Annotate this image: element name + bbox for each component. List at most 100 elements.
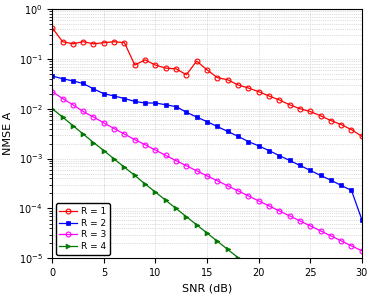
R = 4 — [70, 124, 75, 127]
R = 1 — [70, 42, 75, 45]
R = 2 — [277, 154, 282, 157]
R = 1 — [339, 123, 344, 127]
R = 2 — [329, 178, 333, 182]
R = 3 — [163, 154, 168, 157]
R = 4 — [246, 264, 251, 268]
R = 1 — [360, 135, 364, 138]
R = 2 — [50, 74, 54, 78]
R = 3 — [122, 132, 127, 136]
R = 2 — [60, 77, 65, 80]
R = 2 — [349, 189, 354, 192]
R = 2 — [267, 149, 271, 152]
R = 3 — [267, 204, 271, 208]
R = 3 — [70, 103, 75, 107]
Y-axis label: NMSE A: NMSE A — [3, 112, 13, 155]
R = 4 — [277, 288, 282, 292]
R = 1 — [225, 78, 230, 82]
R = 3 — [298, 219, 302, 223]
R = 2 — [184, 110, 189, 114]
R = 1 — [184, 73, 189, 77]
R = 2 — [153, 101, 158, 105]
R = 4 — [143, 182, 147, 186]
R = 1 — [101, 41, 106, 45]
R = 2 — [287, 159, 292, 162]
R = 1 — [287, 103, 292, 107]
R = 1 — [50, 26, 54, 29]
R = 3 — [225, 184, 230, 188]
R = 3 — [184, 164, 189, 168]
R = 2 — [143, 101, 147, 105]
R = 3 — [132, 138, 137, 141]
R = 3 — [112, 127, 116, 130]
R = 1 — [256, 90, 261, 93]
R = 2 — [215, 125, 220, 128]
R = 2 — [256, 144, 261, 148]
R = 4 — [174, 207, 178, 210]
R = 4 — [132, 174, 137, 177]
R = 3 — [174, 159, 178, 162]
R = 4 — [184, 215, 189, 219]
R = 4 — [194, 223, 199, 227]
R = 3 — [360, 249, 364, 252]
R = 1 — [143, 58, 147, 62]
R = 4 — [101, 149, 106, 152]
R = 2 — [122, 97, 127, 100]
R = 4 — [256, 272, 261, 276]
R = 3 — [256, 199, 261, 203]
R = 3 — [143, 143, 147, 146]
R = 1 — [112, 40, 116, 43]
R = 2 — [236, 135, 240, 138]
R = 1 — [349, 128, 354, 132]
R = 2 — [360, 218, 364, 221]
R = 4 — [50, 107, 54, 110]
Line: R = 1: R = 1 — [50, 25, 364, 139]
R = 3 — [308, 224, 313, 228]
Line: R = 4: R = 4 — [50, 106, 364, 297]
R = 2 — [81, 82, 85, 85]
R = 3 — [246, 194, 251, 198]
R = 3 — [91, 115, 96, 119]
R = 1 — [163, 66, 168, 70]
R = 4 — [81, 132, 85, 136]
Legend: R = 1, R = 2, R = 3, R = 4: R = 1, R = 2, R = 3, R = 4 — [56, 203, 110, 255]
R = 3 — [287, 214, 292, 218]
R = 2 — [70, 79, 75, 83]
R = 2 — [112, 94, 116, 98]
R = 3 — [101, 121, 106, 125]
R = 1 — [132, 63, 137, 67]
R = 2 — [91, 87, 96, 91]
R = 1 — [60, 40, 65, 43]
R = 3 — [277, 209, 282, 213]
R = 3 — [50, 90, 54, 93]
Line: R = 3: R = 3 — [50, 89, 364, 253]
R = 3 — [349, 244, 354, 248]
R = 1 — [236, 83, 240, 87]
R = 1 — [246, 86, 251, 90]
R = 1 — [318, 114, 323, 118]
R = 1 — [91, 42, 96, 45]
R = 4 — [163, 198, 168, 202]
R = 1 — [81, 40, 85, 43]
R = 3 — [329, 234, 333, 238]
R = 2 — [246, 140, 251, 143]
R = 3 — [81, 110, 85, 113]
Line: R = 2: R = 2 — [50, 74, 364, 222]
R = 1 — [215, 76, 220, 79]
R = 4 — [153, 190, 158, 194]
R = 4 — [60, 115, 65, 119]
R = 3 — [60, 97, 65, 100]
R = 1 — [308, 110, 313, 113]
X-axis label: SNR (dB): SNR (dB) — [182, 284, 232, 294]
R = 1 — [194, 59, 199, 63]
R = 2 — [163, 103, 168, 107]
R = 2 — [194, 115, 199, 119]
R = 2 — [318, 174, 323, 177]
R = 2 — [225, 130, 230, 133]
R = 3 — [215, 179, 220, 183]
R = 4 — [215, 239, 220, 243]
R = 2 — [339, 184, 344, 187]
R = 1 — [153, 63, 158, 67]
R = 2 — [298, 164, 302, 167]
R = 4 — [267, 280, 271, 284]
R = 2 — [308, 169, 313, 172]
